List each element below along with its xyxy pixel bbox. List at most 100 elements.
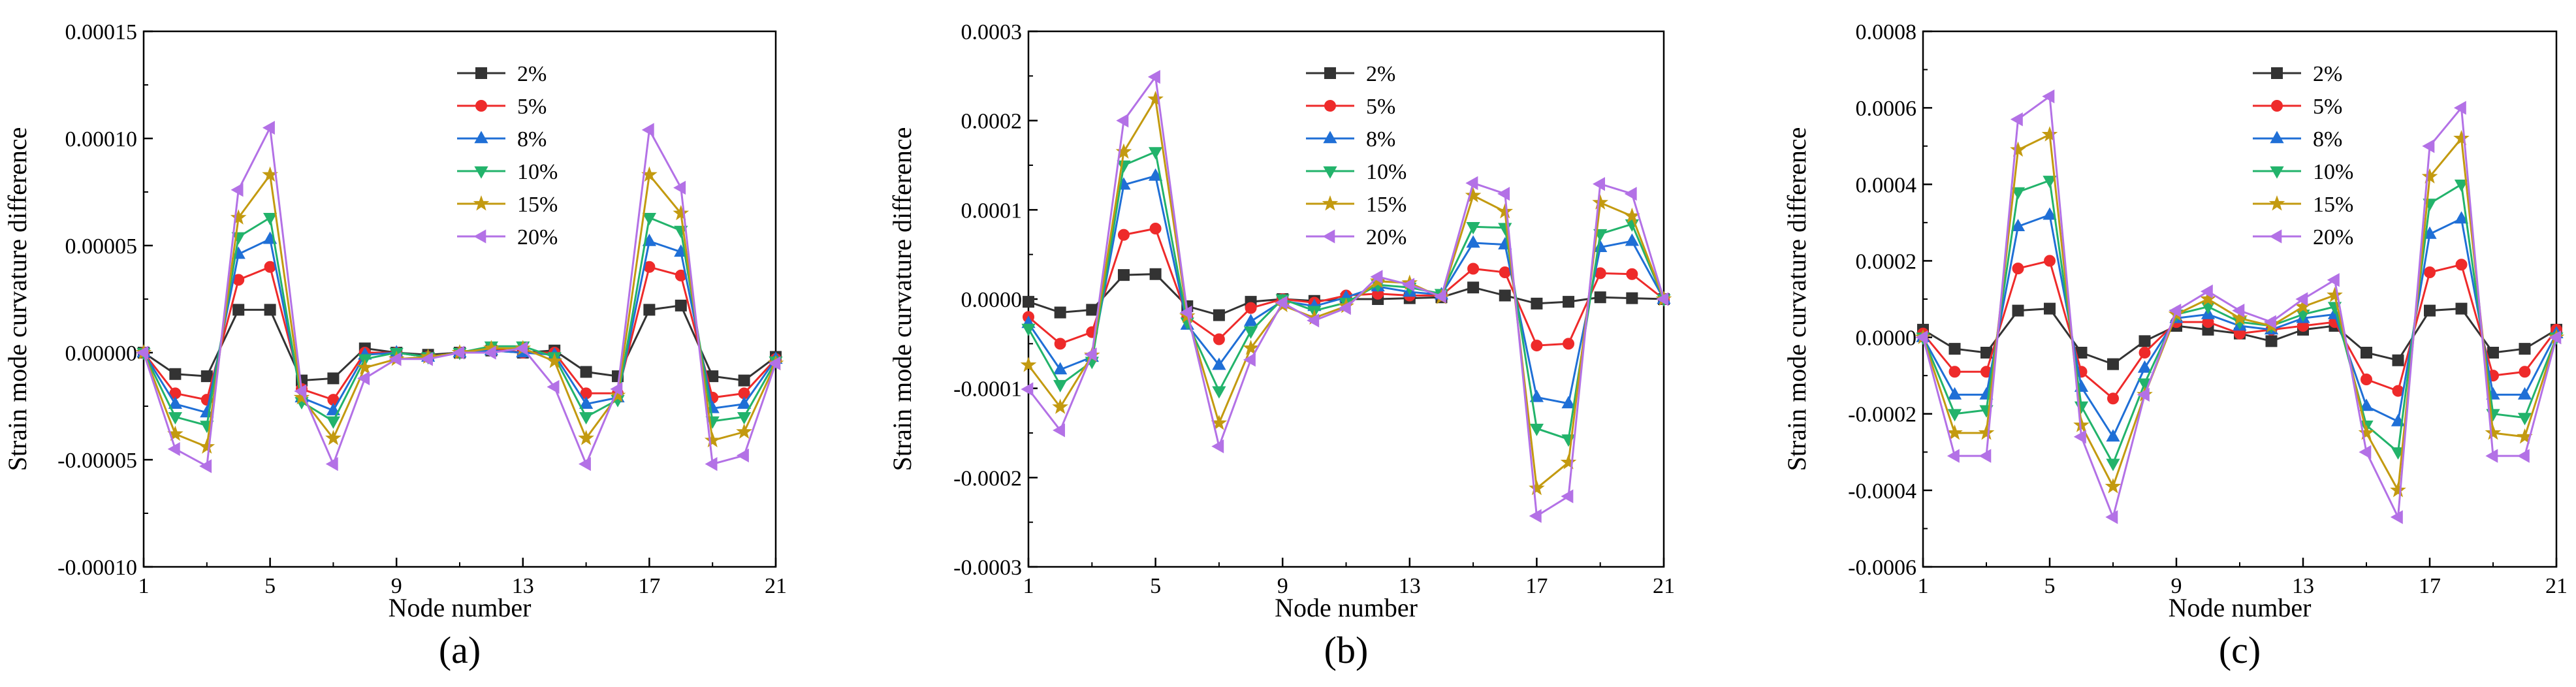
data-point [327, 372, 340, 385]
data-point [2517, 413, 2532, 426]
data-point [1213, 333, 1225, 345]
data-point [1021, 382, 1034, 396]
data-point [643, 261, 656, 273]
data-point [1402, 278, 1415, 292]
data-point [326, 402, 341, 415]
data-point [2265, 335, 2278, 347]
data-point [2422, 139, 2435, 153]
data-point [1116, 114, 1129, 128]
legend-label: 5% [1366, 95, 1395, 119]
data-point [357, 359, 374, 375]
data-point [2549, 330, 2562, 345]
data-point [2359, 445, 2372, 459]
series-line-8% [142, 238, 777, 414]
legend-label: 20% [517, 225, 558, 249]
x-tick-label: 9 [391, 574, 402, 598]
data-point [1466, 222, 1480, 234]
data-point [2519, 366, 2531, 378]
data-point [167, 441, 180, 456]
data-point [1148, 147, 1163, 160]
data-point [2139, 335, 2151, 347]
data-point [1023, 296, 1034, 308]
y-tick-label: 0.00010 [65, 127, 138, 152]
data-point [609, 387, 626, 403]
data-point [2485, 424, 2502, 440]
data-point [1052, 398, 1068, 414]
data-point [232, 304, 245, 316]
x-tick-label: 1 [1918, 574, 1929, 598]
data-point [1563, 338, 1575, 350]
legend-marker [2269, 229, 2282, 244]
x-tick-label: 21 [2545, 574, 2568, 598]
y-tick-label: -0.0002 [953, 466, 1022, 490]
data-point [1561, 489, 1574, 503]
data-point [2169, 303, 2182, 318]
data-point [1625, 233, 1639, 246]
data-point [2012, 263, 2024, 275]
y-axis-label: Strain mode curvature difference [887, 127, 917, 471]
legend-label: 15% [1366, 193, 1407, 217]
data-point [1212, 357, 1226, 370]
chart-panel-3: 1 5 9 13 17 21 -0.0006 -0.0004 -0.0002 0.0000 0.00… [1782, 20, 2568, 671]
data-point [2107, 392, 2120, 405]
data-point [1947, 387, 1962, 400]
data-point [1529, 479, 1545, 496]
data-point [1433, 289, 1446, 304]
x-tick-label: 17 [2419, 574, 2441, 598]
y-tick-label: 0.0002 [1856, 249, 1917, 274]
data-point [610, 382, 623, 396]
data-point [738, 374, 750, 387]
legend-marker [2270, 166, 2284, 179]
data-point [2011, 187, 2026, 200]
panel-label: (a) [439, 629, 481, 671]
data-point [2360, 374, 2373, 385]
data-point [1147, 70, 1160, 84]
x-tick-label: 21 [1653, 574, 1675, 598]
data-point [2200, 291, 2216, 306]
data-point [1243, 340, 1259, 355]
data-point [2041, 126, 2058, 142]
legend: 2% 5% 8% 10% 15% 20% [1306, 62, 1407, 249]
data-point [2295, 292, 2308, 306]
panel-label: (b) [1324, 629, 1369, 671]
data-point [1497, 203, 1514, 219]
data-point [1529, 423, 1544, 436]
data-point [2519, 343, 2531, 355]
legend-label: 2% [1366, 62, 1395, 86]
data-point [1626, 292, 1638, 304]
data-point [2106, 458, 2120, 471]
data-point [1275, 295, 1288, 310]
data-point [1148, 168, 1163, 181]
data-point [168, 412, 183, 425]
y-tick-label: -0.0004 [1848, 479, 1916, 503]
legend-marker [473, 195, 490, 211]
data-point [2423, 266, 2436, 278]
legend-label: 10% [517, 160, 558, 184]
data-point [2453, 101, 2466, 115]
chart-panel-2: 1 5 9 13 17 21 -0.0003 -0.0002 -0.0001 0.0000 0.00… [887, 20, 1675, 671]
legend-marker [473, 229, 486, 244]
data-point [230, 209, 247, 225]
legend-label: 5% [2313, 95, 2342, 119]
data-point [294, 384, 307, 398]
data-point [1149, 223, 1162, 234]
data-point [579, 412, 594, 425]
data-point [1245, 302, 1257, 314]
y-tick-label: -0.00005 [57, 449, 137, 473]
data-point [2424, 304, 2436, 317]
data-point [2042, 89, 2055, 104]
data-point [199, 438, 215, 454]
data-point [1370, 270, 1383, 284]
data-point [1086, 304, 1098, 316]
data-point [357, 371, 370, 385]
data-point [1053, 362, 1068, 375]
data-point [2137, 360, 2152, 373]
data-point [1915, 330, 1928, 345]
data-point [1338, 301, 1351, 315]
x-tick-label: 13 [2292, 574, 2314, 598]
data-point [1054, 338, 1066, 350]
legend-label: 10% [2313, 160, 2353, 184]
data-point [1115, 143, 1132, 159]
data-point [675, 299, 687, 312]
data-point [2327, 287, 2343, 302]
